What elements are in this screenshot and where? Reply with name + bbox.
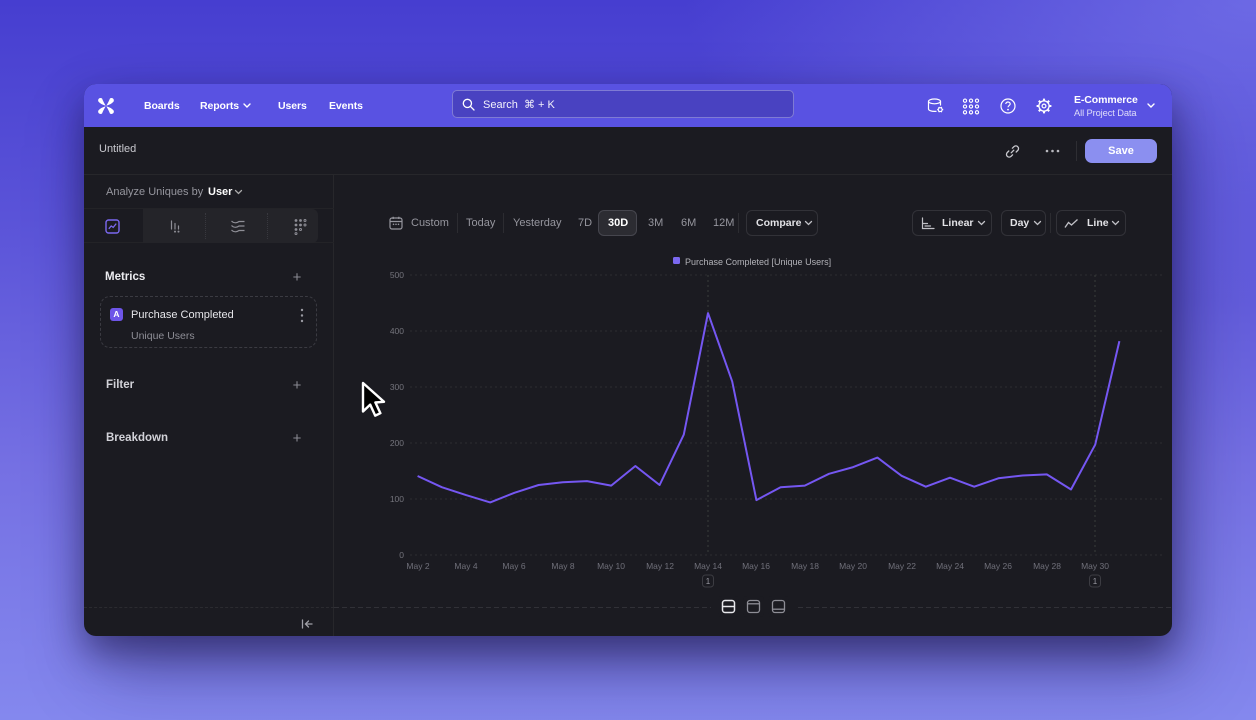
svg-text:May 26: May 26: [984, 561, 1012, 571]
svg-text:May 10: May 10: [597, 561, 625, 571]
svg-text:1: 1: [706, 577, 711, 586]
svg-text:May 30: May 30: [1081, 561, 1109, 571]
svg-text:May 18: May 18: [791, 561, 819, 571]
svg-text:May 2: May 2: [406, 561, 429, 571]
svg-text:100: 100: [390, 494, 404, 504]
svg-text:May 12: May 12: [646, 561, 674, 571]
svg-text:May 8: May 8: [551, 561, 574, 571]
svg-text:May 28: May 28: [1033, 561, 1061, 571]
svg-text:May 6: May 6: [502, 561, 525, 571]
svg-text:May 24: May 24: [936, 561, 964, 571]
svg-text:500: 500: [390, 270, 404, 280]
svg-text:May 22: May 22: [888, 561, 916, 571]
svg-text:May 16: May 16: [742, 561, 770, 571]
svg-text:0: 0: [399, 550, 404, 560]
svg-text:Purchase Completed [Unique Use: Purchase Completed [Unique Users]: [685, 257, 831, 267]
svg-text:200: 200: [390, 438, 404, 448]
svg-text:May 20: May 20: [839, 561, 867, 571]
svg-text:1: 1: [1093, 577, 1098, 586]
svg-text:300: 300: [390, 382, 404, 392]
svg-text:May 4: May 4: [454, 561, 477, 571]
svg-text:400: 400: [390, 326, 404, 336]
svg-text:May 14: May 14: [694, 561, 722, 571]
